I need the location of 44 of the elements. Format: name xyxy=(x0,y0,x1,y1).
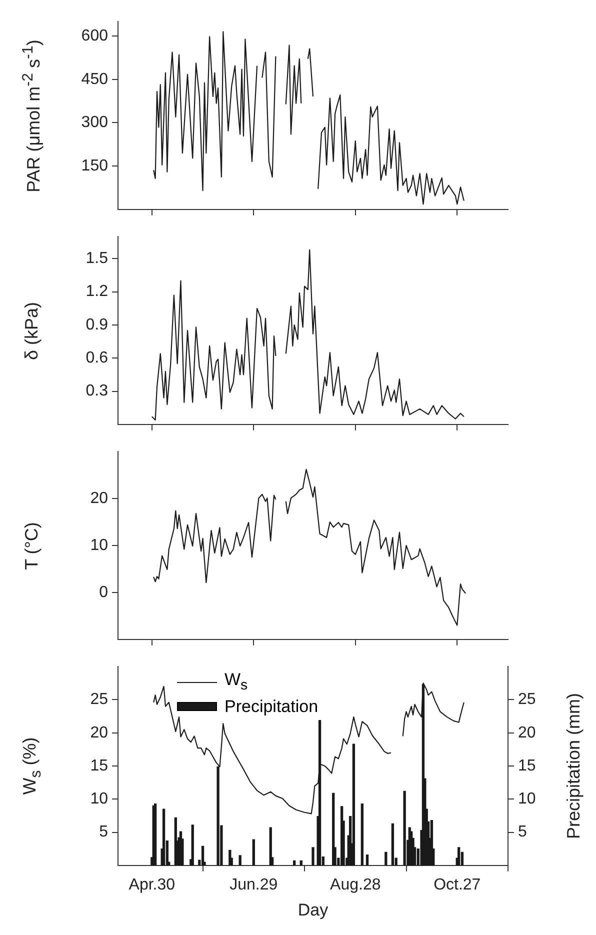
bar xyxy=(457,847,460,866)
y-tick-label: 1.2 xyxy=(86,283,108,300)
y-tick-label: 0.3 xyxy=(86,382,108,400)
x-tick-label: Apr.30 xyxy=(128,876,176,894)
bar xyxy=(360,803,364,866)
y-tick-label: 450 xyxy=(81,70,108,88)
bar xyxy=(384,852,388,866)
y-tick-label: 0.6 xyxy=(86,350,108,367)
x-axis-title: Day xyxy=(298,900,329,920)
y-tick-label: 25 xyxy=(90,691,108,708)
y-tick-label: 20 xyxy=(90,490,108,507)
y-tick-label: 600 xyxy=(81,27,108,44)
y-tick-label: 10 xyxy=(90,536,108,554)
x-tick-label: Jun.29 xyxy=(230,876,278,894)
y-tick-label: 0 xyxy=(99,584,108,601)
bar xyxy=(191,824,194,866)
y-tick-label: 150 xyxy=(81,157,108,174)
y-axis-title: T (°C) xyxy=(22,522,42,570)
bar xyxy=(312,847,314,866)
legend-label: W$_{s}$ xyxy=(224,668,248,695)
y-tick-label: 15 xyxy=(90,757,108,774)
y2-tick-label: 5 xyxy=(518,824,527,841)
y-tick-label: 0.9 xyxy=(86,316,108,334)
bar xyxy=(238,855,242,866)
x-tick-label: Oct.27 xyxy=(434,876,481,894)
bar xyxy=(352,744,356,866)
bar xyxy=(403,790,406,866)
y-tick-label: 10 xyxy=(90,790,108,808)
bar xyxy=(252,839,255,866)
x-tick-label: Aug.28 xyxy=(330,876,381,894)
y-axis-title: δ (kPa) xyxy=(22,301,42,360)
bar xyxy=(366,854,369,866)
y2-tick-label: 15 xyxy=(518,757,536,774)
y2-tick-label: 20 xyxy=(518,724,536,742)
y-tick-label: 1.5 xyxy=(86,250,108,268)
y-tick-label: 300 xyxy=(81,114,108,132)
bar xyxy=(162,808,166,866)
y-tick-label: 20 xyxy=(90,724,108,742)
y-tick-label: 5 xyxy=(99,824,108,841)
y2-tick-label: 10 xyxy=(518,790,536,808)
y2-tick-label: 25 xyxy=(518,691,536,708)
y2-axis-title: Precipitation (mm) xyxy=(564,692,584,840)
bar xyxy=(391,823,394,866)
legend-label: Precipitation xyxy=(224,696,318,718)
